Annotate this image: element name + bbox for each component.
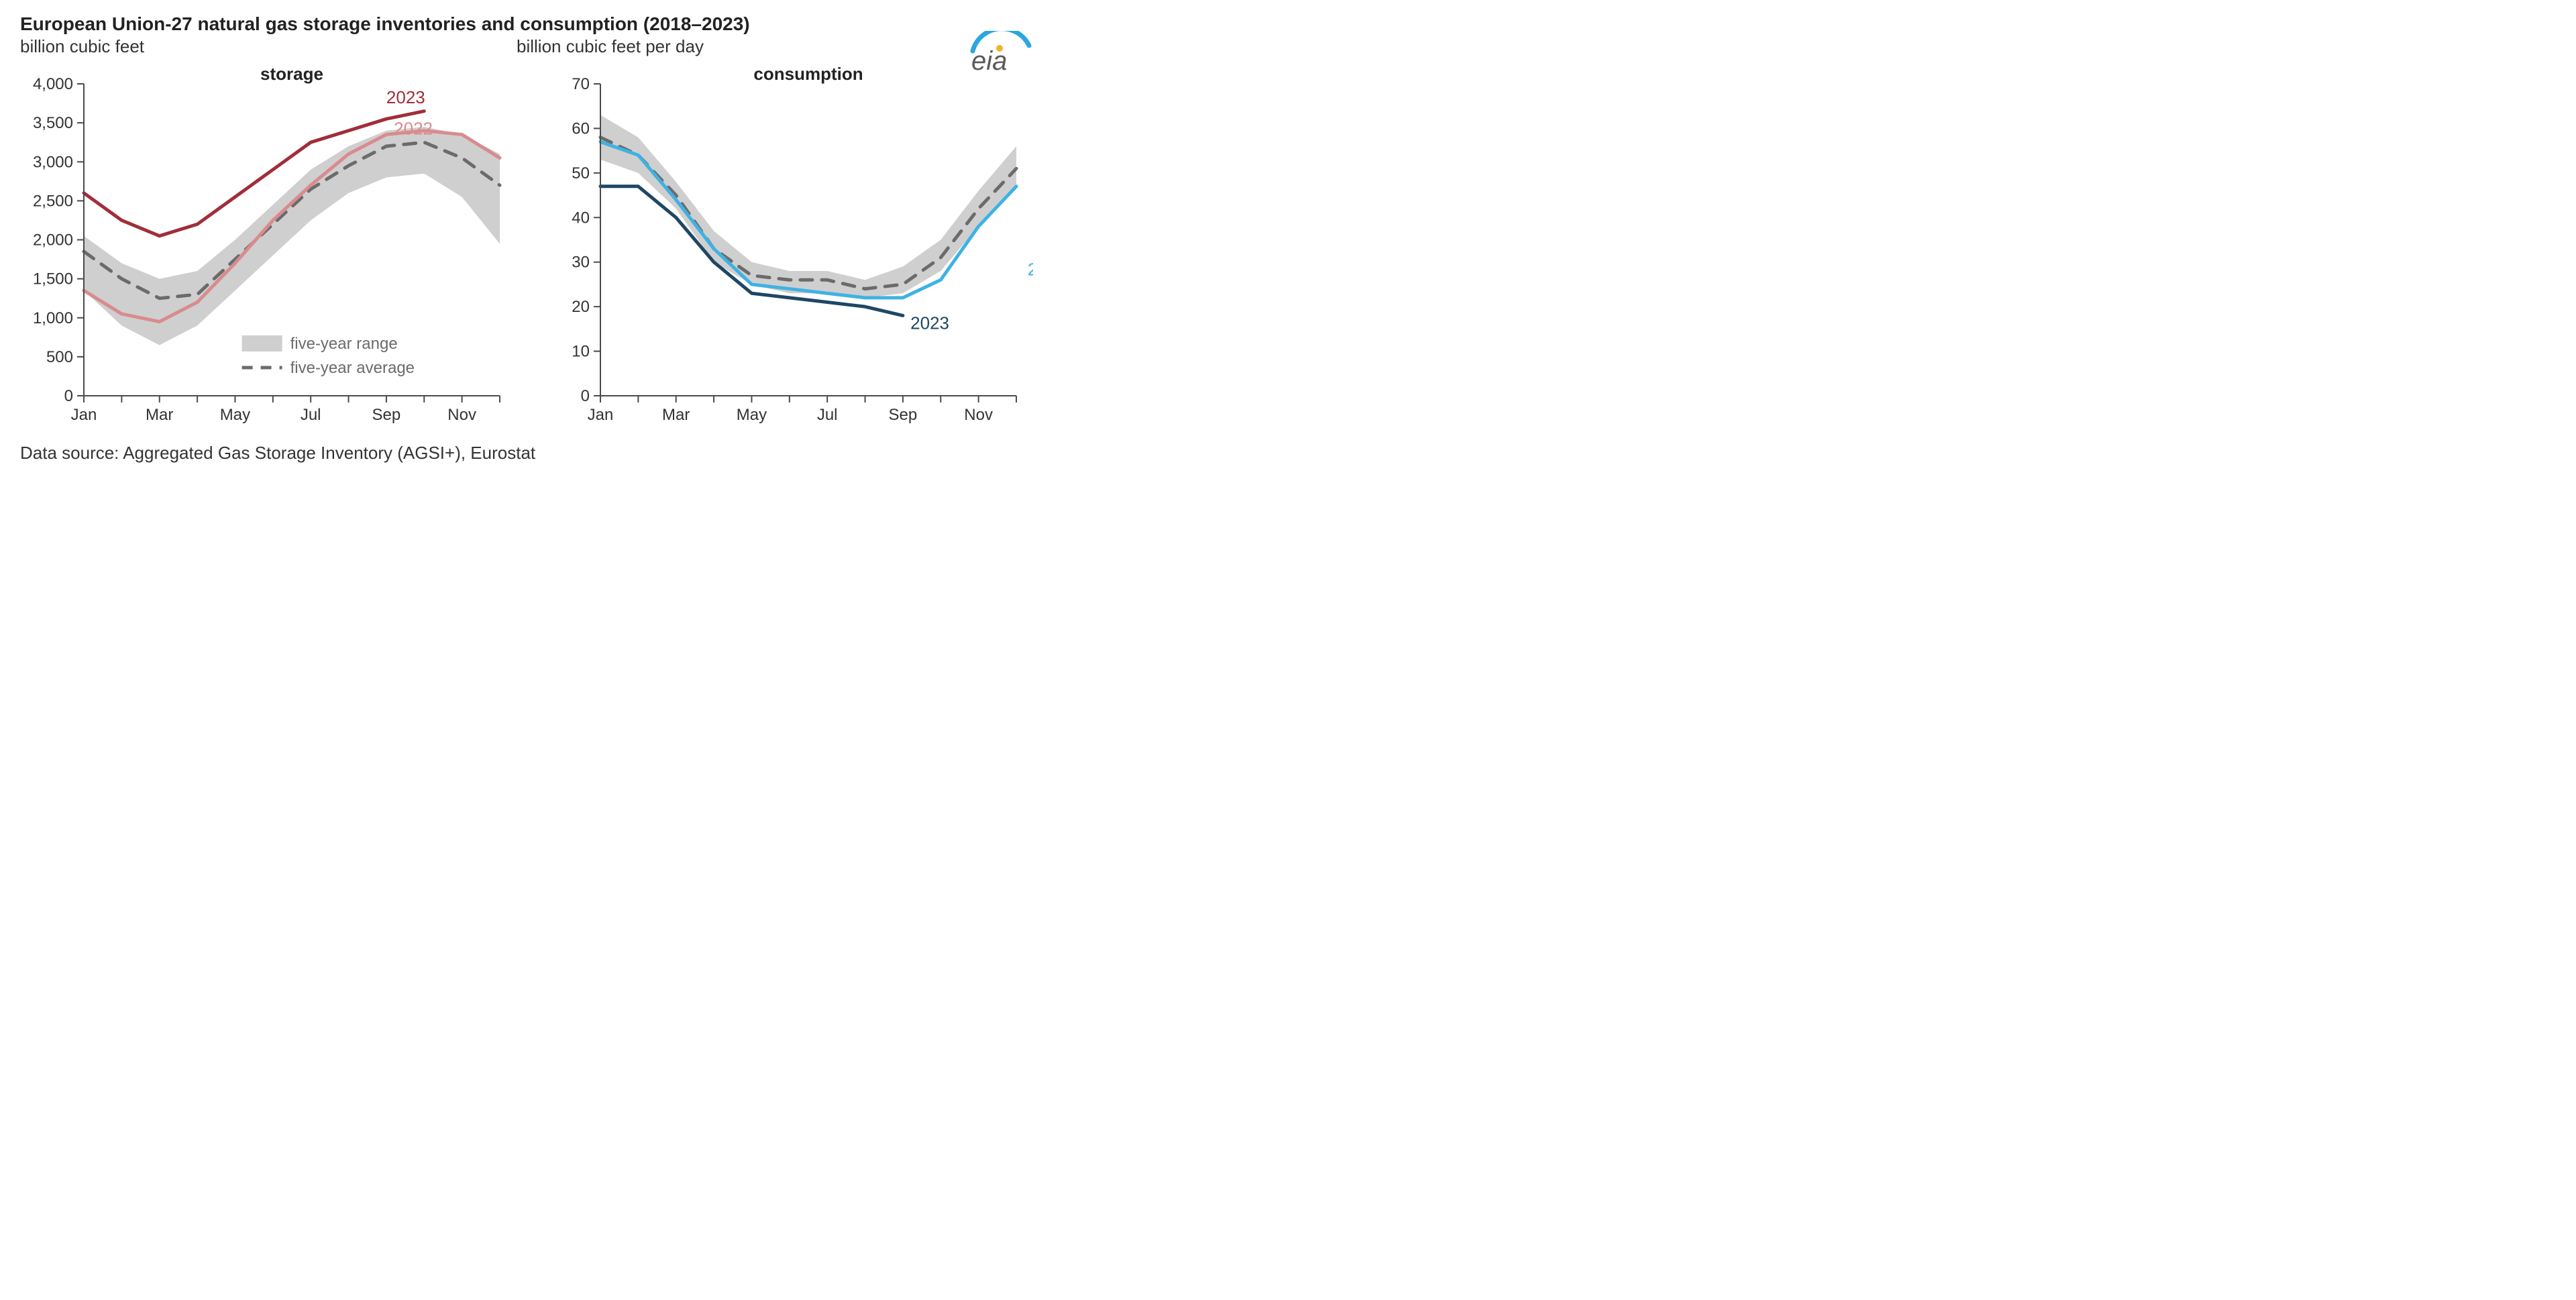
y-tick-label: 20 [572, 298, 590, 316]
legend-range-label: five-year range [290, 335, 398, 353]
right-y-unit: billion cubic feet per day [517, 36, 704, 56]
y-tick-label: 0 [64, 387, 73, 405]
x-tick-label: Mar [146, 406, 173, 424]
data-source: Data source: Aggregated Gas Storage Inve… [20, 443, 1033, 464]
panel-title: consumption [753, 64, 863, 84]
series-label-2023: 2023 [910, 313, 949, 333]
y-tick-label: 70 [572, 75, 590, 93]
x-tick-label: Jul [817, 406, 838, 424]
x-tick-label: Nov [447, 406, 476, 424]
y-tick-label: 3,500 [33, 114, 73, 132]
y-tick-label: 50 [572, 164, 590, 182]
y-tick-label: 500 [46, 348, 73, 366]
x-tick-label: Jul [301, 406, 321, 424]
left-y-unit: billion cubic feet [20, 36, 517, 57]
five-year-range-band [84, 127, 500, 345]
y-tick-label: 10 [572, 343, 590, 361]
y-tick-label: 3,000 [33, 153, 73, 171]
y-tick-label: 1,000 [33, 309, 73, 327]
x-tick-label: Jan [71, 406, 97, 424]
x-tick-label: Nov [964, 406, 993, 424]
series-label-2022: 2022 [1028, 260, 1033, 280]
x-tick-label: Jan [588, 406, 614, 424]
page-title: European Union-27 natural gas storage in… [20, 13, 1033, 35]
consumption-chart: 2022 2023 0 10 20 30 40 50 60 70 Jan Mar May Jul Sep No… [537, 57, 1033, 436]
y-tick-label: 40 [572, 209, 590, 227]
x-tick-label: May [737, 406, 767, 424]
x-tick-label: Sep [372, 406, 401, 424]
x-tick-label: May [220, 406, 250, 424]
five-year-average-line [600, 138, 1016, 289]
y-tick-label: 2,000 [33, 231, 73, 250]
series-label-2023: 2023 [386, 87, 425, 107]
legend-avg-label: five-year average [290, 359, 415, 377]
y-tick-label: 2,500 [33, 192, 73, 210]
y-tick-label: 4,000 [33, 75, 73, 93]
y-tick-label: 1,500 [33, 270, 73, 288]
panel-title: storage [260, 64, 323, 84]
y-tick-label: 30 [572, 254, 590, 272]
y-tick-label: 0 [581, 387, 590, 405]
storage-chart: 2022 2023 0 500 1,000 1,500 2,000 2,500 3,000 3,5… [20, 57, 517, 436]
x-tick-label: Sep [889, 406, 918, 424]
y-tick-label: 60 [572, 119, 590, 138]
x-tick-label: Mar [662, 406, 690, 424]
legend-range-swatch [242, 335, 282, 351]
series-label-2022: 2022 [394, 119, 433, 139]
